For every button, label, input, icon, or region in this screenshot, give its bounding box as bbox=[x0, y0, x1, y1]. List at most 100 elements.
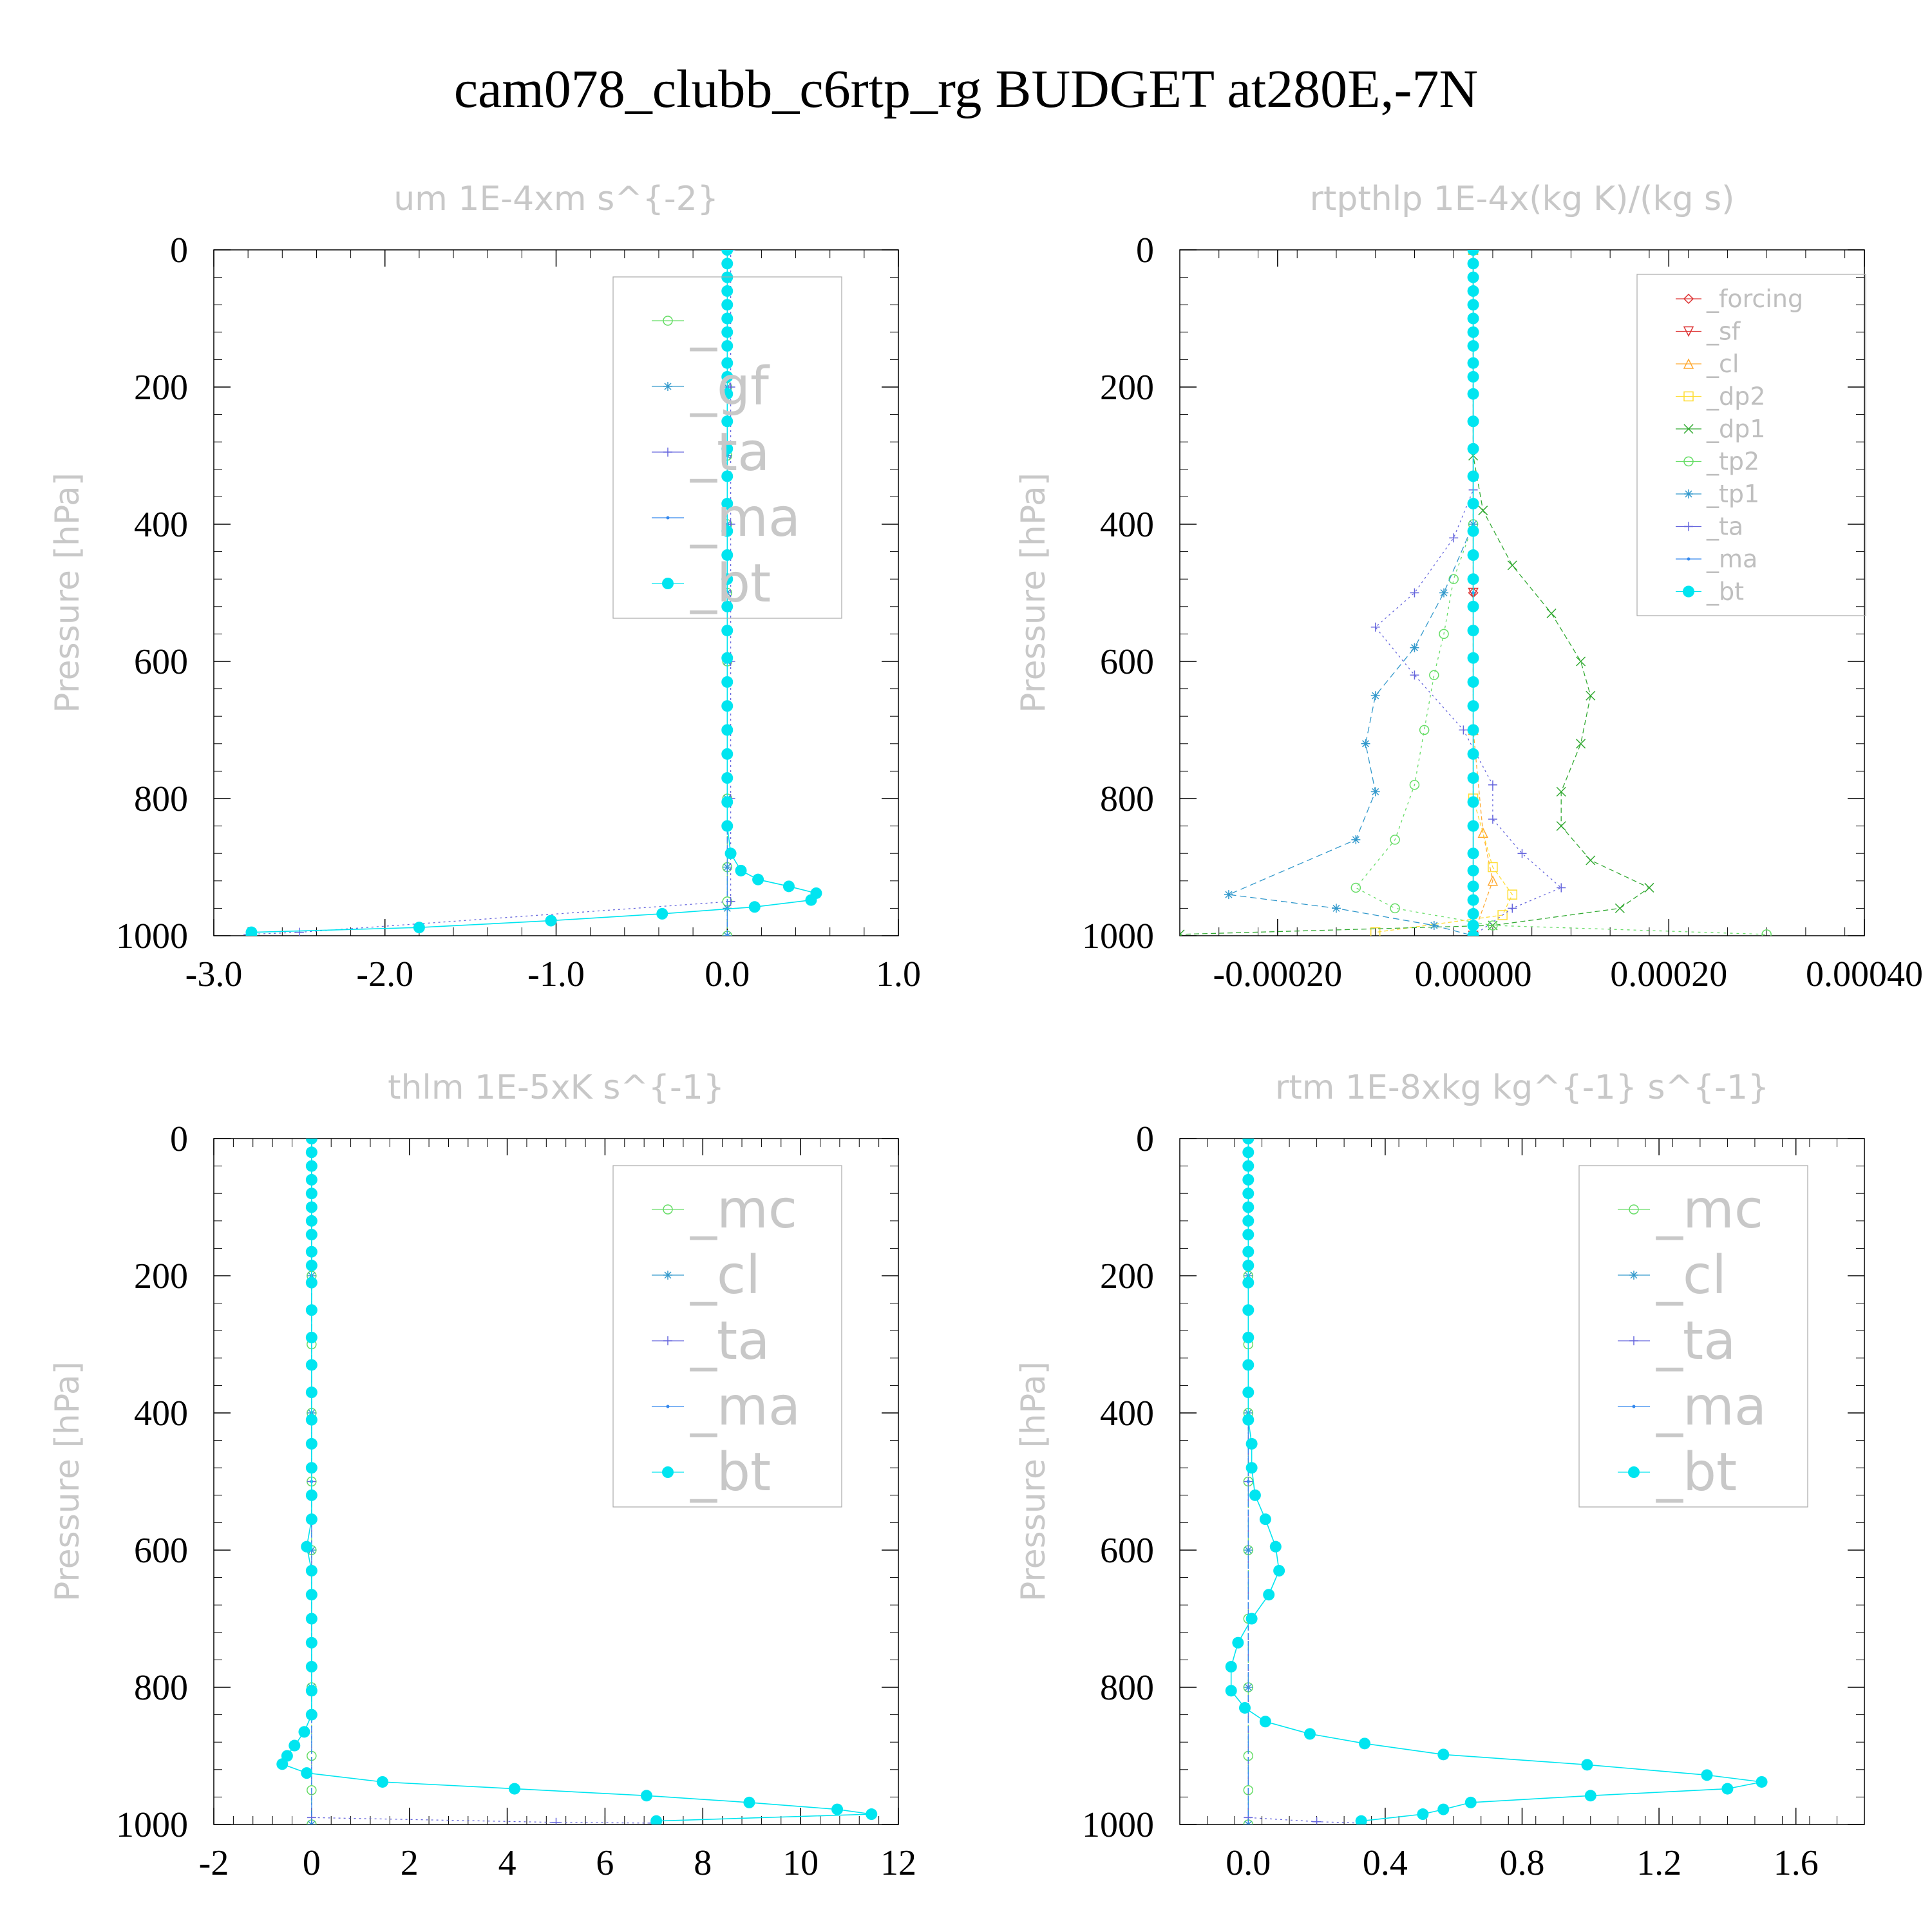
data-point bbox=[1488, 814, 1497, 824]
data-point bbox=[805, 894, 817, 906]
data-point bbox=[743, 1796, 755, 1808]
legend-marker bbox=[1629, 1204, 1639, 1215]
data-point bbox=[1576, 656, 1586, 667]
data-point bbox=[1508, 904, 1517, 913]
series-line bbox=[1227, 250, 1474, 936]
data-point bbox=[721, 340, 734, 352]
data-point bbox=[721, 357, 734, 369]
data-point bbox=[721, 285, 734, 297]
x-tick-label: 0.00020 bbox=[1610, 954, 1727, 994]
series-line bbox=[1180, 250, 1651, 935]
series-line bbox=[248, 250, 732, 935]
data-point bbox=[1467, 820, 1479, 832]
y-tick-label: 800 bbox=[134, 1668, 188, 1708]
y-tick-label: 600 bbox=[134, 642, 188, 682]
legend-marker bbox=[1629, 1271, 1638, 1280]
data-point bbox=[721, 573, 734, 585]
data-point bbox=[289, 1739, 301, 1752]
data-point bbox=[1761, 929, 1772, 936]
data-point bbox=[305, 1215, 317, 1227]
chart-panel-um: um 1E-4xm s^{-2} Pressure [hPa] 0 200 400 600… bbox=[48, 180, 921, 994]
figure-title: cam078_clubb_c6rtp_rg BUDGET at280E,-7N bbox=[453, 59, 1479, 119]
legend-marker bbox=[1683, 424, 1694, 434]
y-tick-label: 1000 bbox=[116, 916, 188, 956]
y-tick-label: 800 bbox=[1100, 779, 1154, 819]
legend-label: _mc bbox=[690, 1179, 797, 1240]
data-point bbox=[1238, 1701, 1251, 1714]
data-point bbox=[1721, 1783, 1734, 1795]
data-point bbox=[1232, 1636, 1244, 1649]
data-point bbox=[1370, 787, 1380, 797]
data-point bbox=[1586, 690, 1596, 701]
data-point bbox=[1242, 1260, 1255, 1272]
y-axis-label: Pressure [hPa] bbox=[1014, 473, 1053, 713]
data-point bbox=[294, 927, 304, 936]
data-point bbox=[1439, 588, 1449, 598]
data-point bbox=[721, 415, 734, 428]
legend-box bbox=[612, 1165, 842, 1508]
data-point bbox=[1249, 1489, 1261, 1501]
data-point bbox=[1467, 326, 1479, 338]
data-point bbox=[656, 907, 668, 920]
data-point bbox=[1581, 1759, 1593, 1771]
data-point bbox=[1437, 1803, 1450, 1815]
data-point bbox=[1488, 920, 1498, 931]
y-axis-label: Pressure [hPa] bbox=[1014, 1361, 1053, 1602]
data-point bbox=[305, 1437, 317, 1450]
data-point bbox=[305, 1462, 317, 1474]
data-point bbox=[640, 1790, 652, 1802]
data-point bbox=[721, 652, 734, 664]
series-ta bbox=[243, 250, 735, 936]
data-point bbox=[1245, 1437, 1258, 1450]
data-point bbox=[1467, 258, 1479, 270]
x-tick-label: 1.6 bbox=[1774, 1843, 1819, 1883]
data-point bbox=[1756, 1776, 1768, 1788]
data-point bbox=[305, 1709, 317, 1721]
x-tick-label: 4 bbox=[498, 1843, 516, 1883]
legend-label: _dp1 bbox=[1706, 415, 1765, 443]
data-point bbox=[305, 1331, 317, 1343]
data-point bbox=[721, 442, 734, 455]
data-point bbox=[1467, 271, 1479, 283]
data-point bbox=[1467, 700, 1479, 712]
legend-label: _ma bbox=[1706, 545, 1757, 573]
data-point bbox=[721, 724, 734, 736]
chart-panel-rtpthlp: rtpthlp 1E-4x(kg K)/(kg s) Pressure [hPa]… bbox=[1014, 180, 1923, 994]
data-point bbox=[1245, 1462, 1258, 1474]
data-point bbox=[723, 862, 732, 872]
data-point bbox=[1467, 600, 1479, 612]
data-point bbox=[1701, 1769, 1713, 1781]
y-tick-label: 600 bbox=[1100, 642, 1154, 682]
data-point bbox=[1410, 670, 1419, 680]
data-point bbox=[1584, 1790, 1596, 1802]
data-point bbox=[1464, 1796, 1477, 1808]
data-point bbox=[1242, 1414, 1255, 1426]
data-point bbox=[1429, 921, 1439, 931]
legend-label: _sf bbox=[1706, 317, 1741, 346]
y-axis-label: Pressure [hPa] bbox=[48, 473, 87, 713]
y-tick-label: 200 bbox=[1100, 1256, 1154, 1296]
legend-marker bbox=[666, 516, 670, 520]
y-axis-label: Pressure [hPa] bbox=[48, 1361, 87, 1602]
data-point bbox=[305, 1245, 317, 1258]
legend-marker bbox=[663, 316, 673, 326]
legend-label: _bt bbox=[690, 1442, 771, 1503]
data-point bbox=[1467, 415, 1479, 428]
panel-title: rtm 1E-8xkg kg^{-1} s^{-1} bbox=[1275, 1068, 1769, 1107]
data-point bbox=[305, 1229, 317, 1241]
data-point bbox=[1246, 1823, 1250, 1824]
legend-marker bbox=[1683, 293, 1694, 305]
y-tick-label: 0 bbox=[1136, 1119, 1154, 1159]
data-point bbox=[1429, 670, 1439, 681]
data-point bbox=[1556, 821, 1566, 831]
legend-marker bbox=[1683, 585, 1694, 598]
data-point bbox=[1488, 780, 1497, 790]
data-point bbox=[1467, 312, 1479, 325]
legend-marker bbox=[1684, 489, 1693, 498]
data-point bbox=[1449, 533, 1459, 543]
data-point bbox=[1259, 1513, 1271, 1526]
data-point bbox=[305, 1276, 317, 1289]
x-tick-label: 0 bbox=[303, 1843, 321, 1883]
data-point bbox=[1225, 1685, 1237, 1697]
legend-marker bbox=[1629, 1336, 1638, 1345]
